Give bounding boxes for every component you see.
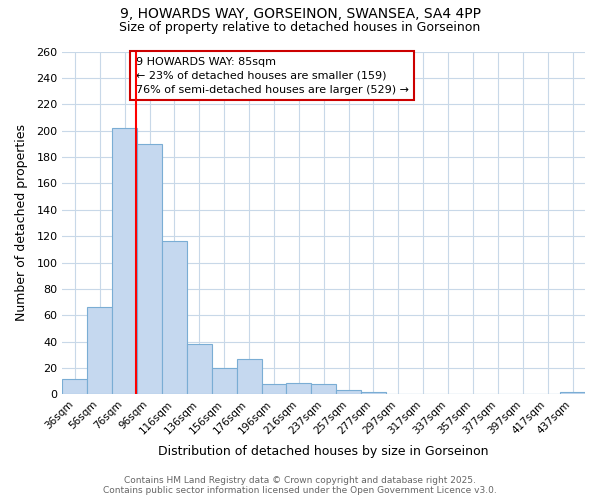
Bar xyxy=(560,392,585,394)
Bar xyxy=(137,144,162,395)
Bar xyxy=(162,242,187,394)
Bar xyxy=(236,359,262,394)
Y-axis label: Number of detached properties: Number of detached properties xyxy=(15,124,28,322)
X-axis label: Distribution of detached houses by size in Gorseinon: Distribution of detached houses by size … xyxy=(158,444,489,458)
Text: 9, HOWARDS WAY, GORSEINON, SWANSEA, SA4 4PP: 9, HOWARDS WAY, GORSEINON, SWANSEA, SA4 … xyxy=(119,8,481,22)
Bar xyxy=(112,128,137,394)
Bar xyxy=(262,384,286,394)
Bar xyxy=(286,382,311,394)
Bar xyxy=(311,384,336,394)
Bar xyxy=(88,308,112,394)
Bar xyxy=(336,390,361,394)
Bar xyxy=(62,378,88,394)
Text: Contains HM Land Registry data © Crown copyright and database right 2025.
Contai: Contains HM Land Registry data © Crown c… xyxy=(103,476,497,495)
Text: 9 HOWARDS WAY: 85sqm
← 23% of detached houses are smaller (159)
76% of semi-deta: 9 HOWARDS WAY: 85sqm ← 23% of detached h… xyxy=(136,56,409,94)
Bar xyxy=(187,344,212,395)
Bar xyxy=(212,368,236,394)
Text: Size of property relative to detached houses in Gorseinon: Size of property relative to detached ho… xyxy=(119,21,481,34)
Bar xyxy=(361,392,386,394)
